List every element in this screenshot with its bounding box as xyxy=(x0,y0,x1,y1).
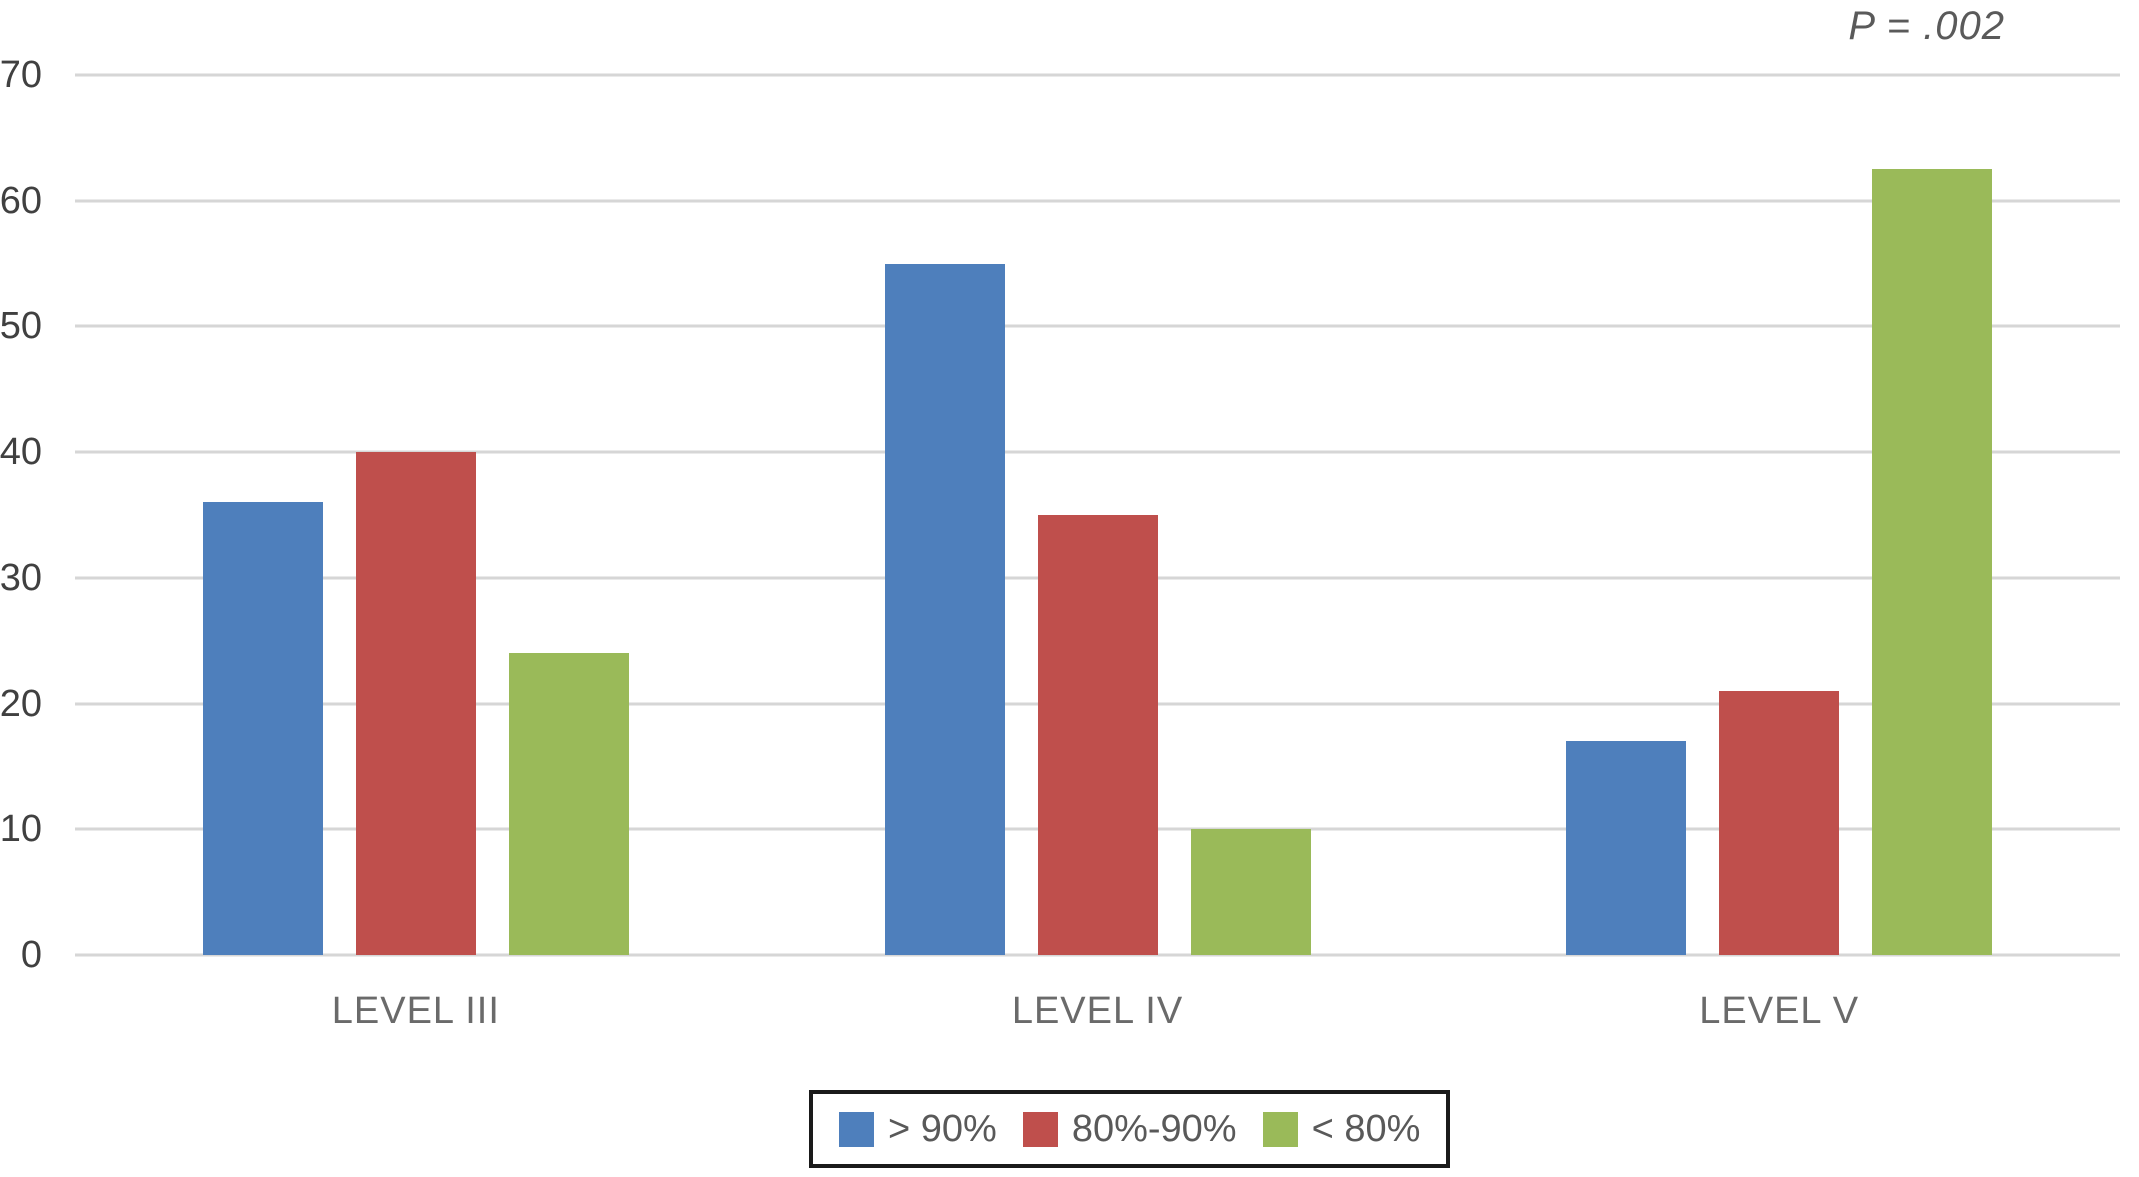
y-axis: 0 10 20 30 40 50 60 70 xyxy=(0,56,58,974)
y-axis-tick-label: 40 xyxy=(0,431,42,474)
y-axis-tick-label: 60 xyxy=(0,179,42,222)
legend-swatch-icon xyxy=(1022,1111,1058,1147)
y-axis-tick-label: 10 xyxy=(0,808,42,851)
legend-label: > 90% xyxy=(888,1108,997,1150)
x-axis-category-label: LEVEL V xyxy=(1699,990,1860,1032)
legend-label: 80%-90% xyxy=(1071,1108,1237,1150)
p-value-annotation: P = .002 xyxy=(1848,4,2005,48)
gridline xyxy=(75,324,2120,328)
legend-item: 80%-90% xyxy=(1022,1108,1237,1150)
bar xyxy=(202,502,323,955)
bar xyxy=(355,452,476,955)
legend: > 90% 80%-90% < 80% xyxy=(809,1090,1451,1168)
legend-item: < 80% xyxy=(1262,1108,1421,1150)
bar xyxy=(1872,169,1993,955)
gridline xyxy=(75,953,2120,957)
bar-group xyxy=(757,75,1439,955)
y-axis-tick-label: 30 xyxy=(0,556,42,599)
plot-area xyxy=(75,73,2120,957)
bar xyxy=(884,263,1005,955)
gridline xyxy=(75,450,2120,454)
bar xyxy=(1037,515,1158,955)
gridline xyxy=(75,199,2120,203)
legend-swatch-icon xyxy=(839,1111,874,1147)
gridline xyxy=(75,73,2120,77)
bar xyxy=(1566,741,1687,955)
x-axis-labels: LEVEL III LEVEL IV LEVEL V xyxy=(75,990,2120,1033)
x-axis-category-label: LEVEL IV xyxy=(1011,990,1184,1032)
bar xyxy=(1719,691,1840,955)
x-axis-category-label: LEVEL III xyxy=(331,990,500,1032)
bars-layer xyxy=(75,75,2120,955)
legend-item: > 90% xyxy=(839,1110,997,1148)
y-axis-tick-label: 0 xyxy=(20,934,42,976)
bar xyxy=(1190,829,1311,955)
bar xyxy=(508,653,629,955)
legend-label: < 80% xyxy=(1311,1108,1421,1150)
y-axis-tick-label: 70 xyxy=(0,54,42,96)
bar-group xyxy=(75,75,757,955)
bar-group xyxy=(1438,75,2120,955)
legend-swatch-icon xyxy=(1262,1111,1298,1147)
y-axis-tick-label: 20 xyxy=(0,682,42,725)
y-axis-tick-label: 50 xyxy=(0,305,42,348)
